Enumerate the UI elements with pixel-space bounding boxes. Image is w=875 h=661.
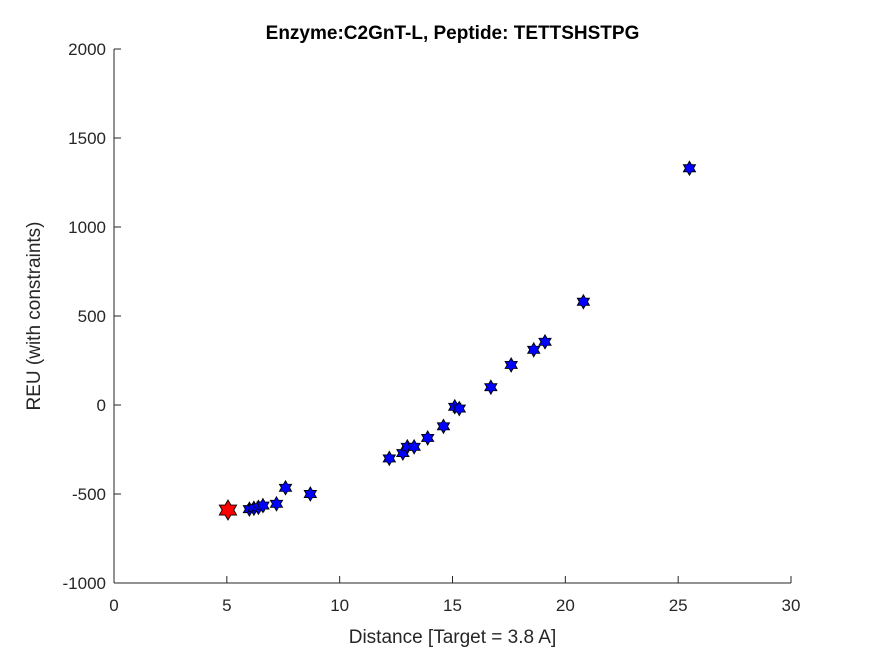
data-point [484,379,498,396]
x-tick-label: 30 [782,596,801,615]
data-point [452,400,467,417]
data-point [576,293,591,310]
axis-ticks: 0 5 10 15 20 25 30 -1000 -500 0 500 1000 1500 2000 [63,40,801,615]
y-axis-title: REU (with constraints) [24,222,45,411]
data-point [382,450,397,467]
data-point [407,438,421,455]
y-tick-label: -500 [72,485,106,504]
y-tick-label: 2000 [68,40,106,59]
x-tick-label: 25 [669,596,688,615]
y-tick-label: -1000 [63,574,106,593]
x-tick-label: 15 [443,596,462,615]
data-point [526,341,541,358]
highlighted-data-point [218,499,238,521]
y-tick-label: 1000 [68,218,106,237]
data-point [278,479,293,496]
x-tick-label: 5 [222,596,231,615]
x-axis-title: Distance [Target = 3.8 A] [349,627,557,648]
x-tick-label: 20 [556,596,575,615]
data-point [538,333,552,350]
chart-title: Enzyme:C2GnT-L, Peptide: TETTSHSTPG [266,23,640,44]
y-tick-label: 1500 [68,129,106,148]
data-point [256,497,270,514]
y-tick-label: 500 [78,307,106,326]
data-point [420,430,435,446]
x-tick-label: 10 [330,596,349,615]
data-markers [218,160,697,521]
data-point [504,357,519,373]
data-point [682,160,697,177]
y-tick-label: 0 [97,396,106,415]
data-point [303,486,318,502]
x-tick-label: 0 [109,596,118,615]
data-point [436,418,451,435]
data-point [269,495,284,512]
